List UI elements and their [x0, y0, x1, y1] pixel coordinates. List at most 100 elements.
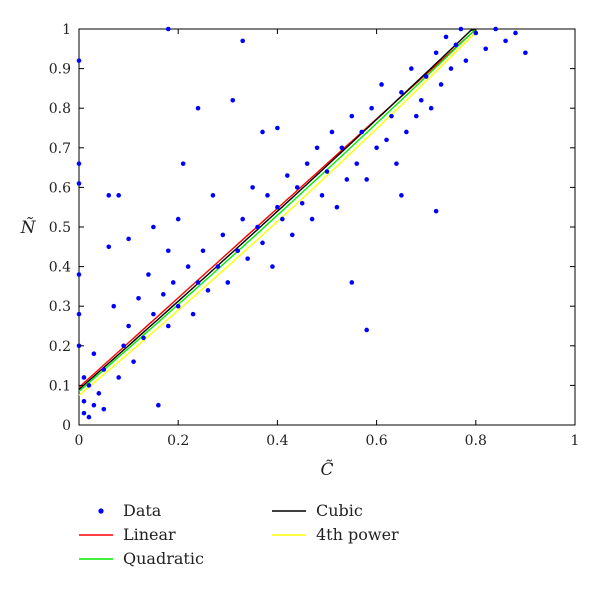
- data-point: [409, 66, 414, 71]
- data-point: [250, 185, 255, 190]
- data-point: [86, 414, 92, 420]
- data-point: [146, 272, 151, 277]
- data-point: [364, 177, 369, 182]
- data-point: [399, 90, 404, 95]
- data-point: [81, 375, 87, 380]
- data-point: [91, 402, 97, 408]
- data-point: [185, 264, 191, 269]
- data-point: [180, 161, 186, 166]
- data-point: [165, 248, 171, 254]
- legend-label-cubic: Cubic: [316, 501, 363, 520]
- data-points: [76, 26, 528, 420]
- data-point: [205, 288, 211, 293]
- data-point: [260, 240, 265, 246]
- x-tick-label: 0.4: [266, 433, 288, 449]
- x-tick-label: 0: [75, 433, 84, 449]
- data-point: [463, 58, 469, 63]
- data-point: [190, 311, 196, 317]
- data-point: [220, 232, 226, 238]
- data-point: [111, 303, 117, 309]
- legend-label-data: Data: [123, 501, 162, 520]
- legend-label-linear: Linear: [123, 525, 176, 544]
- data-point: [106, 244, 112, 250]
- x-tick-label: 0.8: [465, 433, 487, 449]
- data-point: [151, 311, 156, 317]
- data-point: [389, 113, 394, 119]
- data-point: [270, 264, 275, 269]
- data-point: [260, 129, 265, 135]
- data-point: [96, 391, 102, 396]
- data-point: [523, 50, 528, 56]
- y-tick-label: 0.7: [49, 141, 71, 157]
- data-point: [76, 58, 82, 63]
- data-point: [483, 46, 489, 52]
- data-point: [86, 383, 92, 388]
- data-point: [101, 367, 107, 372]
- data-point: [379, 82, 384, 87]
- data-point: [76, 161, 82, 166]
- data-point: [493, 26, 498, 32]
- data-point: [156, 402, 161, 408]
- data-point: [438, 82, 444, 87]
- plot-area: [78, 28, 576, 426]
- data-point: [255, 224, 260, 230]
- data-point: [423, 74, 429, 79]
- data-point: [245, 256, 250, 261]
- data-point: [136, 295, 141, 301]
- data-point: [513, 30, 518, 36]
- y-tick-label: 0.3: [49, 299, 71, 315]
- y-tick-label: 0.9: [49, 62, 71, 78]
- data-point: [225, 280, 231, 285]
- data-point: [240, 38, 245, 44]
- data-point: [344, 177, 350, 182]
- data-point: [404, 129, 409, 135]
- data-point: [369, 105, 374, 111]
- data-point: [304, 161, 310, 166]
- data-point: [384, 137, 389, 143]
- data-point: [175, 216, 181, 222]
- data-point: [76, 181, 82, 186]
- data-point: [503, 38, 508, 44]
- y-tick-label: 0.8: [49, 101, 71, 117]
- data-point: [443, 34, 449, 40]
- y-axis-label: Ñ: [20, 217, 37, 238]
- data-point: [91, 351, 97, 357]
- data-point: [101, 406, 107, 412]
- data-point: [106, 193, 112, 198]
- data-point: [161, 292, 166, 297]
- data-point: [165, 26, 171, 32]
- x-tick-label: 0.2: [167, 433, 189, 449]
- data-point: [275, 204, 280, 210]
- legend-label-4th-power: 4th power: [316, 525, 399, 544]
- fit-line-cubic: [78, 28, 476, 390]
- data-point: [215, 264, 221, 269]
- data-point: [354, 161, 360, 166]
- data-point: [200, 248, 206, 254]
- data-point: [285, 173, 290, 178]
- data-point: [418, 97, 424, 103]
- data-point: [413, 113, 419, 119]
- data-point: [399, 193, 404, 198]
- y-tick-label: 0.6: [49, 180, 71, 196]
- data-point: [448, 66, 454, 71]
- y-tick-label: 0.1: [49, 378, 71, 394]
- data-point: [195, 280, 201, 285]
- data-point: [76, 272, 82, 277]
- data-point: [314, 145, 320, 151]
- data-point: [230, 97, 236, 103]
- data-point: [275, 125, 280, 131]
- data-point: [141, 335, 146, 341]
- data-point: [170, 280, 176, 285]
- legend-label-quadratic: Quadratic: [123, 549, 204, 568]
- data-point: [433, 208, 439, 214]
- data-point: [359, 129, 365, 135]
- data-point: [151, 224, 156, 230]
- data-point: [126, 323, 131, 329]
- data-point: [453, 42, 459, 48]
- data-point: [116, 193, 121, 198]
- y-tick-label: 0.5: [49, 220, 71, 236]
- data-point: [364, 327, 369, 333]
- data-point: [339, 145, 345, 151]
- x-axis-ticks: 0 0.2 0.4 0.6 0.8 1: [75, 29, 579, 449]
- data-point: [240, 216, 245, 222]
